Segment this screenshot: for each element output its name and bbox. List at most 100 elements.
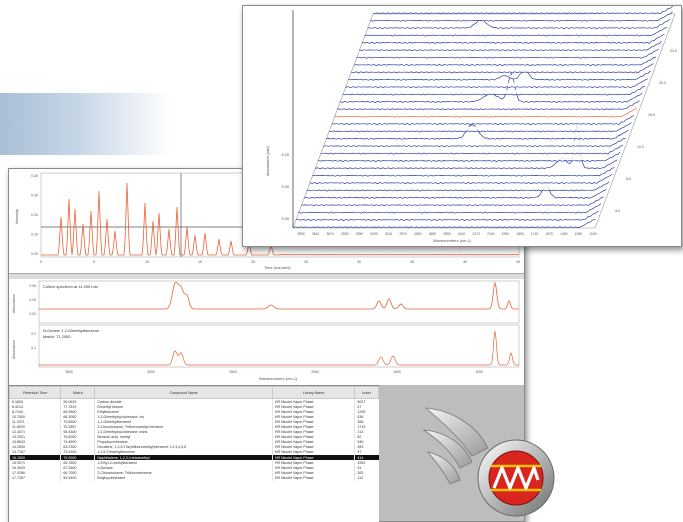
stack-x-tick: 2830	[414, 232, 422, 236]
library-spectrum-trace	[39, 330, 519, 366]
stacked-spectrum-trace	[348, 68, 651, 81]
table-row[interactable]: 16.3929 67.2500 n-Decane HR Nicolet Vapor P…	[9, 465, 379, 471]
table-row[interactable]: 6.1800 59.0625 Carbon dioxide HR Nicolet Va…	[9, 398, 379, 405]
table-cell: HR Nicolet Vapor Phase	[271, 460, 355, 466]
table-cell: 66.3000	[60, 414, 95, 420]
table-cell: 2-Chlorotoluene, Trifluorobenzene	[94, 470, 273, 476]
table-cell: 13.3321	[9, 434, 61, 440]
table-row[interactable]: 10.7500 66.3000 1,3-Dimethylcyclohexane, c…	[9, 414, 379, 420]
table-cell: 73.9100	[60, 449, 95, 456]
table-row[interactable]: 6.4214 77.7810 Dimethyl ketone HR Nicolet V…	[9, 404, 379, 410]
table-row[interactable]: 15.1500 79.0000 Naphthalene, 1,2,3,4-tetra…	[9, 455, 379, 461]
table-row[interactable]: 8.7143 68.9500 Ethylbenzene HR Nicolet Vapo…	[9, 409, 379, 415]
table-row[interactable]: 15.9071 65.7800 1-Ethyl-2-methylbenzene HR …	[9, 460, 379, 466]
table-row[interactable]: 14.7107 73.9100 1,3,5-Trimethylbenzene HR N…	[9, 449, 379, 456]
table-cell: HR Nicolet Vapor Phase	[271, 424, 355, 430]
spectra-x-ticks: 3500 3000 2500 2000 1500 1000	[65, 370, 483, 374]
collected-spectrum-trace	[39, 281, 519, 310]
table-cell: HR Nicolet Vapor Phase	[271, 409, 355, 415]
stacked-spectrum-trace	[309, 174, 613, 185]
table-cell: 1,2-Dimethylbenzene	[94, 419, 273, 425]
stack-x-tick: 3530	[341, 232, 349, 236]
spectra-x-tick: 1000	[475, 370, 483, 374]
table-cell: 5027	[354, 398, 379, 405]
column-header[interactable]: Retention Time	[9, 386, 62, 399]
stack-floor-outline	[292, 13, 676, 229]
chromatogram-y-tick: 0.00	[31, 252, 38, 256]
stacked-spectrum-trace	[359, 41, 662, 52]
table-row[interactable]: 11.0071 79.6500 1,2-Dimethylbenzene HR Nico…	[9, 419, 379, 425]
stack-x-tick: 3110	[385, 232, 392, 236]
stacked-spectrum-trace	[350, 63, 654, 74]
stacked-traces	[292, 6, 674, 229]
spectra-x-tick: 3000	[147, 370, 155, 374]
table-cell: Propylcyclohexane	[94, 439, 273, 445]
table-cell: 70.2857	[60, 424, 95, 430]
table-cell: 76.5000	[60, 434, 95, 440]
stack-x-ticks: 3950 3810 3670 3530 3390 3250 3110 2970 2830 2690…	[297, 232, 596, 236]
table-cell: 65.7800	[60, 460, 95, 466]
stacked-spectrum-trace	[323, 138, 626, 148]
table-cell: 436	[354, 414, 379, 420]
stack-x-tick: 1290	[575, 232, 583, 236]
table-cell: HR Nicolet Vapor Phase	[271, 439, 355, 445]
table-cell: 79.0000	[60, 455, 95, 461]
stack-x-tick: 1990	[502, 232, 510, 236]
chromatogram-x-tick: 35	[410, 260, 414, 264]
table-cell: 59.0625	[60, 398, 95, 405]
table-cell: 340	[354, 439, 379, 445]
table-cell: HR Nicolet Vapor Phase	[271, 419, 355, 425]
table-cell: 1-Ethyl-2-methylbenzene	[94, 460, 273, 466]
table-cell: 283	[354, 444, 379, 450]
stacked-spectrum-trace	[301, 196, 604, 207]
table-cell: 77.7810	[60, 404, 95, 410]
stack-depth-tick: 20.0	[659, 81, 666, 85]
stack-depth-tick: 12.0	[637, 145, 644, 149]
table-cell: 59.4400	[60, 475, 95, 481]
spectra-x-tick: 2500	[229, 370, 237, 374]
table-cell: Ethylbenzene	[94, 409, 273, 415]
column-header[interactable]: Compound Name	[94, 386, 273, 399]
stack-x-tick: 1150	[589, 232, 596, 236]
table-row[interactable]: 14.2500 63.2300 Decalene, 1,3,5-Tris(trifl…	[9, 444, 379, 450]
chromatogram-trace	[41, 182, 520, 256]
table-cell: 97	[354, 449, 379, 456]
table-row[interactable]: 17.0286 66.7000 2-Chlorotoluene, Trifluoro…	[9, 470, 379, 476]
table-row[interactable]: 17.7357 59.4400 Butylcyclohexane HR Nicolet…	[9, 475, 379, 481]
table-cell: HR Nicolet Vapor Phase	[271, 449, 355, 456]
stacked-spectrum-trace	[334, 108, 637, 118]
stacked-spectrum-trace	[337, 100, 640, 111]
table-cell: 14.7107	[9, 449, 61, 456]
spectra-y-tick: 0.06	[29, 284, 36, 288]
table-row[interactable]: 12.4571 66.4300 1,3-Dimethylcyclohexane, t…	[9, 429, 379, 435]
table-cell: Naphthalene, 1,2,3,4-tetramethyl	[94, 455, 273, 461]
stack-ylabel: Absorbance (abs)	[266, 145, 270, 176]
chromatogram-xlabel: Time (minutes)	[264, 265, 291, 270]
table-cell: HR Nicolet Vapor Phase	[271, 404, 355, 410]
table-row[interactable]: 13.3321 76.5000 Benzoic acid, methyl HR Nic…	[9, 434, 379, 440]
collected-spectrum-plot	[38, 280, 520, 324]
winged-spectrum-logo	[422, 407, 555, 517]
stacked-spectrum-trace	[315, 122, 618, 170]
spectra-ylabel-top: Absorbance	[12, 294, 16, 313]
table-row[interactable]: 11.8929 70.2857 2-Chlorotoluene, Trifluoro…	[9, 424, 379, 430]
column-header[interactable]: Index	[354, 386, 379, 399]
column-header[interactable]: Library Name	[271, 386, 356, 399]
column-header[interactable]: Match	[60, 386, 96, 399]
stacked-spectrum-trace	[331, 115, 635, 126]
stack-y-tick: 0.00	[282, 217, 289, 221]
table-body: 6.1800 59.0625 Carbon dioxide HR Nicolet Va…	[9, 398, 379, 481]
stack-x-tick: 2130	[487, 232, 495, 236]
spectra-x-tick: 3500	[65, 370, 73, 374]
stack-depth-ticks: 4.0 8.0 12.0 16.0 20.0 24.0	[615, 49, 677, 213]
stack-x-tick: 2270	[473, 232, 481, 236]
spectra-x-tick: 2000	[311, 370, 319, 374]
table-cell: HR Nicolet Vapor Phase	[271, 414, 355, 420]
spectra-y-tick: 0.2	[31, 332, 36, 336]
table-cell: 82	[354, 434, 379, 440]
table-cell: HR Nicolet Vapor Phase	[271, 398, 355, 405]
table-cell: 112	[354, 475, 379, 481]
table-cell: 6.4214	[9, 404, 61, 410]
logo-red-badge	[488, 450, 544, 506]
table-row[interactable]: 13.8643 74.8500 Propylcyclohexane HR Nicole…	[9, 439, 379, 445]
